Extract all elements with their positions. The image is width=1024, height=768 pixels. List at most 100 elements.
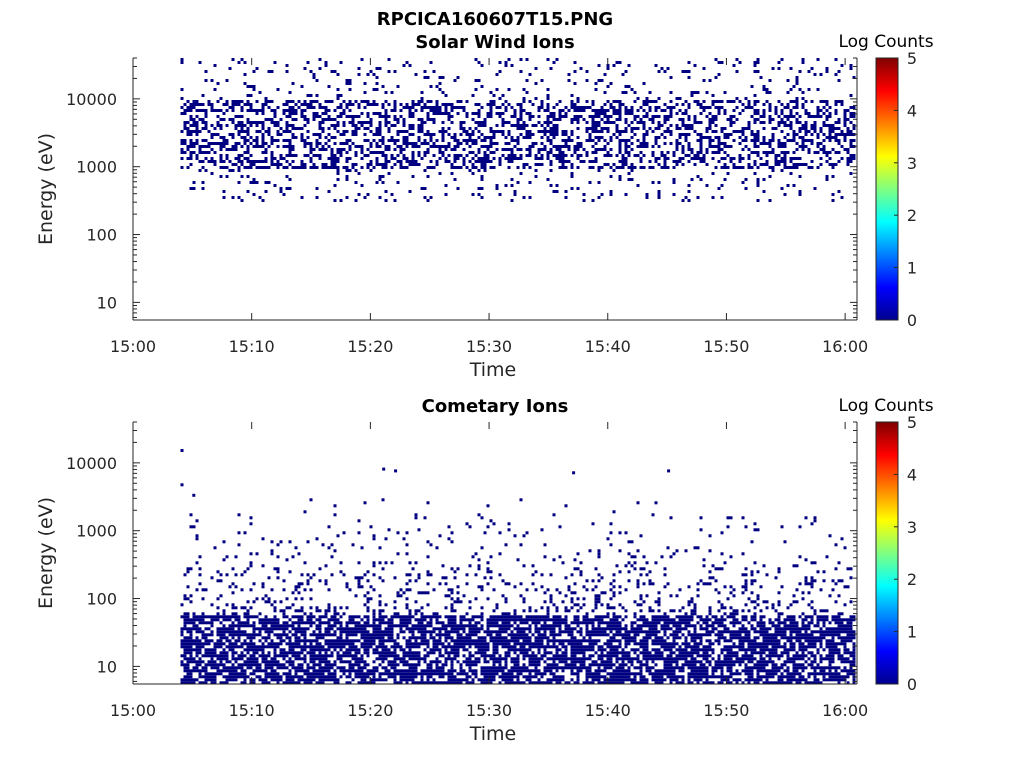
data-cell: [849, 106, 853, 109]
data-cell: [660, 151, 664, 154]
data-cell: [315, 537, 319, 541]
data-cell: [585, 70, 589, 73]
data-cell: [411, 124, 415, 127]
data-cell: [687, 103, 691, 106]
data-cell: [711, 157, 715, 160]
data-cell: [333, 663, 337, 667]
data-cell: [483, 139, 487, 142]
data-cell: [525, 133, 529, 136]
data-cell: [762, 112, 766, 115]
data-cell: [291, 642, 295, 646]
data-cell: [480, 175, 484, 178]
data-cell: [759, 163, 763, 166]
data-cell: [387, 663, 391, 667]
data-cell: [225, 175, 229, 178]
data-cell: [783, 157, 787, 160]
data-cell: [195, 651, 199, 655]
data-cell: [465, 166, 469, 169]
data-cell: [441, 130, 445, 133]
data-cell: [585, 130, 589, 133]
data-cell: [246, 85, 250, 88]
data-cell: [414, 645, 418, 649]
data-cell: [780, 109, 784, 112]
data-cell: [216, 618, 220, 622]
data-cell: [456, 166, 460, 169]
data-cell: [339, 606, 343, 610]
data-cell: [675, 139, 679, 142]
data-cell: [222, 142, 226, 145]
data-cell: [672, 154, 676, 157]
data-cell: [411, 157, 415, 160]
data-cell: [513, 193, 517, 196]
data-cell: [570, 154, 574, 157]
data-cell: [234, 660, 238, 664]
data-cell: [288, 675, 292, 679]
data-cell: [207, 100, 211, 103]
data-cell: [231, 615, 235, 619]
data-cell: [183, 654, 187, 658]
data-cell: [492, 151, 496, 154]
data-cell: [573, 82, 577, 85]
data-cell: [273, 675, 277, 679]
data-cell: [453, 160, 457, 163]
data-cell: [780, 130, 784, 133]
data-cell: [303, 154, 307, 157]
data-cell: [303, 627, 307, 631]
data-cell: [789, 115, 793, 118]
data-cell: [711, 145, 715, 148]
data-cell: [282, 621, 286, 625]
data-cell: [192, 187, 196, 190]
data-cell: [693, 64, 697, 67]
data-cell: [516, 127, 520, 130]
data-cell: [441, 621, 445, 625]
data-cell: [453, 645, 457, 649]
data-cell: [474, 657, 478, 661]
data-cell: [798, 190, 802, 193]
data-cell: [591, 103, 595, 106]
data-cell: [357, 648, 361, 652]
data-cell: [303, 163, 307, 166]
data-cell: [513, 124, 517, 127]
data-cell: [495, 603, 499, 607]
data-cell: [678, 136, 682, 139]
data-cell: [402, 675, 406, 679]
data-cell: [336, 178, 340, 181]
data-cell: [402, 678, 406, 682]
data-cell: [777, 139, 781, 142]
data-cell: [804, 145, 808, 148]
data-cell: [420, 127, 424, 130]
data-cell: [498, 552, 502, 556]
data-cell: [231, 109, 235, 112]
data-cell: [417, 672, 421, 676]
data-cell: [363, 594, 367, 598]
data-cell: [213, 654, 217, 658]
data-cell: [255, 181, 259, 184]
data-cell: [843, 115, 847, 118]
data-cell: [603, 145, 607, 148]
data-cell: [399, 130, 403, 133]
data-cell: [381, 103, 385, 106]
data-cell: [636, 154, 640, 157]
data-cell: [381, 181, 385, 184]
data-cell: [714, 100, 718, 103]
data-cell: [180, 112, 184, 115]
data-cell: [537, 157, 541, 160]
data-cell: [333, 109, 337, 112]
data-cell: [840, 157, 844, 160]
data-cell: [249, 121, 253, 124]
data-cell: [300, 606, 304, 610]
data-cell: [597, 181, 601, 184]
data-cell: [357, 519, 361, 523]
data-cell: [264, 681, 268, 685]
data-cell: [768, 91, 772, 94]
data-cell: [318, 633, 322, 637]
data-cell: [375, 88, 379, 91]
data-cell: [645, 145, 649, 148]
data-cell: [186, 145, 190, 148]
data-cell: [486, 145, 490, 148]
data-cell: [846, 118, 850, 121]
data-cell: [348, 169, 352, 172]
data-cell: [843, 139, 847, 142]
data-cell: [321, 678, 325, 682]
